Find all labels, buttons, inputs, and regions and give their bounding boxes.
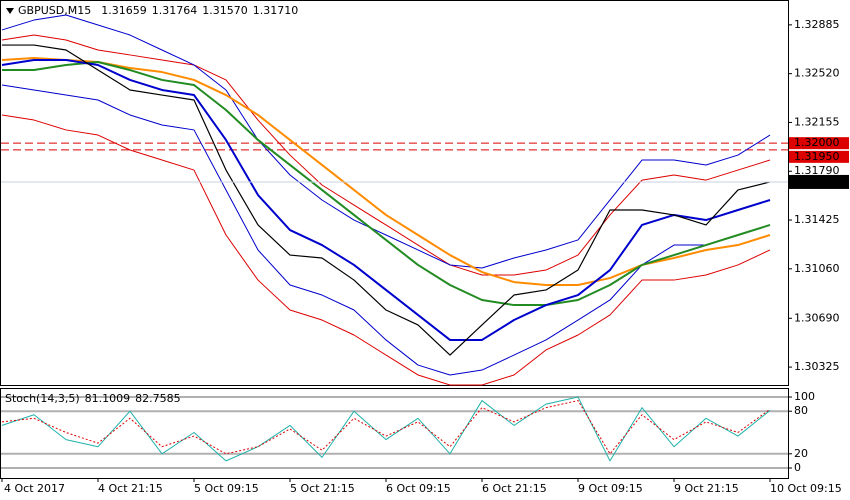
price-panel — [0, 0, 789, 386]
stoch-value: 81.1009 — [85, 392, 131, 405]
y-tick-label: 20 — [794, 447, 808, 460]
series-line — [1, 14, 771, 269]
symbol-title: GBPUSD,M15 — [18, 4, 91, 17]
x-tick-label: 6 Oct 09:15 — [386, 482, 451, 495]
labels: GBPUSD,M15 Stoch(14,3,5) 1.31659 1.31764 1… — [5, 4, 298, 405]
x-tick-label: 10 Oct 09:15 — [770, 482, 842, 495]
x-tick-label: 4 Oct 2017 — [4, 482, 65, 495]
x-tick-label: 9 Oct 09:15 — [578, 482, 643, 495]
layer: 1.32885 1.32520 1.32155 1.31790 1.31425 1.310… — [1, 14, 849, 495]
y-tick-label: 1.30690 — [794, 311, 840, 324]
y-tick-label: 1.32155 — [794, 115, 840, 128]
ohlc-value: 1.31710 — [253, 4, 299, 17]
menu-triangle[interactable] — [6, 8, 14, 14]
stoch-title: Stoch(14,3,5) — [5, 392, 80, 405]
series-line — [1, 396, 771, 462]
x-tick-label: 6 Oct 21:15 — [482, 482, 547, 495]
series-line — [2, 44, 771, 356]
level-label-box — [789, 137, 849, 150]
y-tick-label: 1.31425 — [794, 213, 840, 226]
x-tick-label: 4 Oct 21:15 — [98, 482, 163, 495]
level-label: 1.31950 — [794, 150, 840, 163]
level-label: 1.32000 — [794, 136, 840, 149]
x-tick-label: 5 Oct 21:15 — [290, 482, 355, 495]
y-tick-label: 1.31060 — [794, 262, 840, 275]
x-tick-label: 5 Oct 09:15 — [194, 482, 259, 495]
y-tick-label: 1.32520 — [794, 67, 840, 80]
y-tick-label: 1.31790 — [794, 164, 840, 177]
last-price-label: 1.31710 — [794, 175, 840, 188]
stoch-value: 82.7585 — [135, 392, 181, 405]
level-label-box — [789, 150, 849, 163]
y-tick-label: 0 — [794, 461, 801, 474]
series-line — [2, 61, 771, 307]
y-tick-label: 1.32885 — [794, 18, 840, 31]
ohlc-value: 1.31570 — [202, 4, 248, 17]
series-line — [1, 114, 771, 386]
ohlc-value: 1.31764 — [152, 4, 198, 17]
y-tick-label: 80 — [794, 404, 808, 417]
x-tick-label: 9 Oct 21:15 — [674, 482, 739, 495]
ohlc-value: 1.31659 — [101, 4, 147, 17]
last-price-box — [789, 174, 849, 189]
series-line — [1, 59, 771, 341]
y-tick-label: 1.30325 — [794, 360, 840, 373]
y-tick-label: 100 — [794, 390, 815, 403]
series-line — [1, 400, 771, 455]
series-line — [1, 34, 771, 276]
